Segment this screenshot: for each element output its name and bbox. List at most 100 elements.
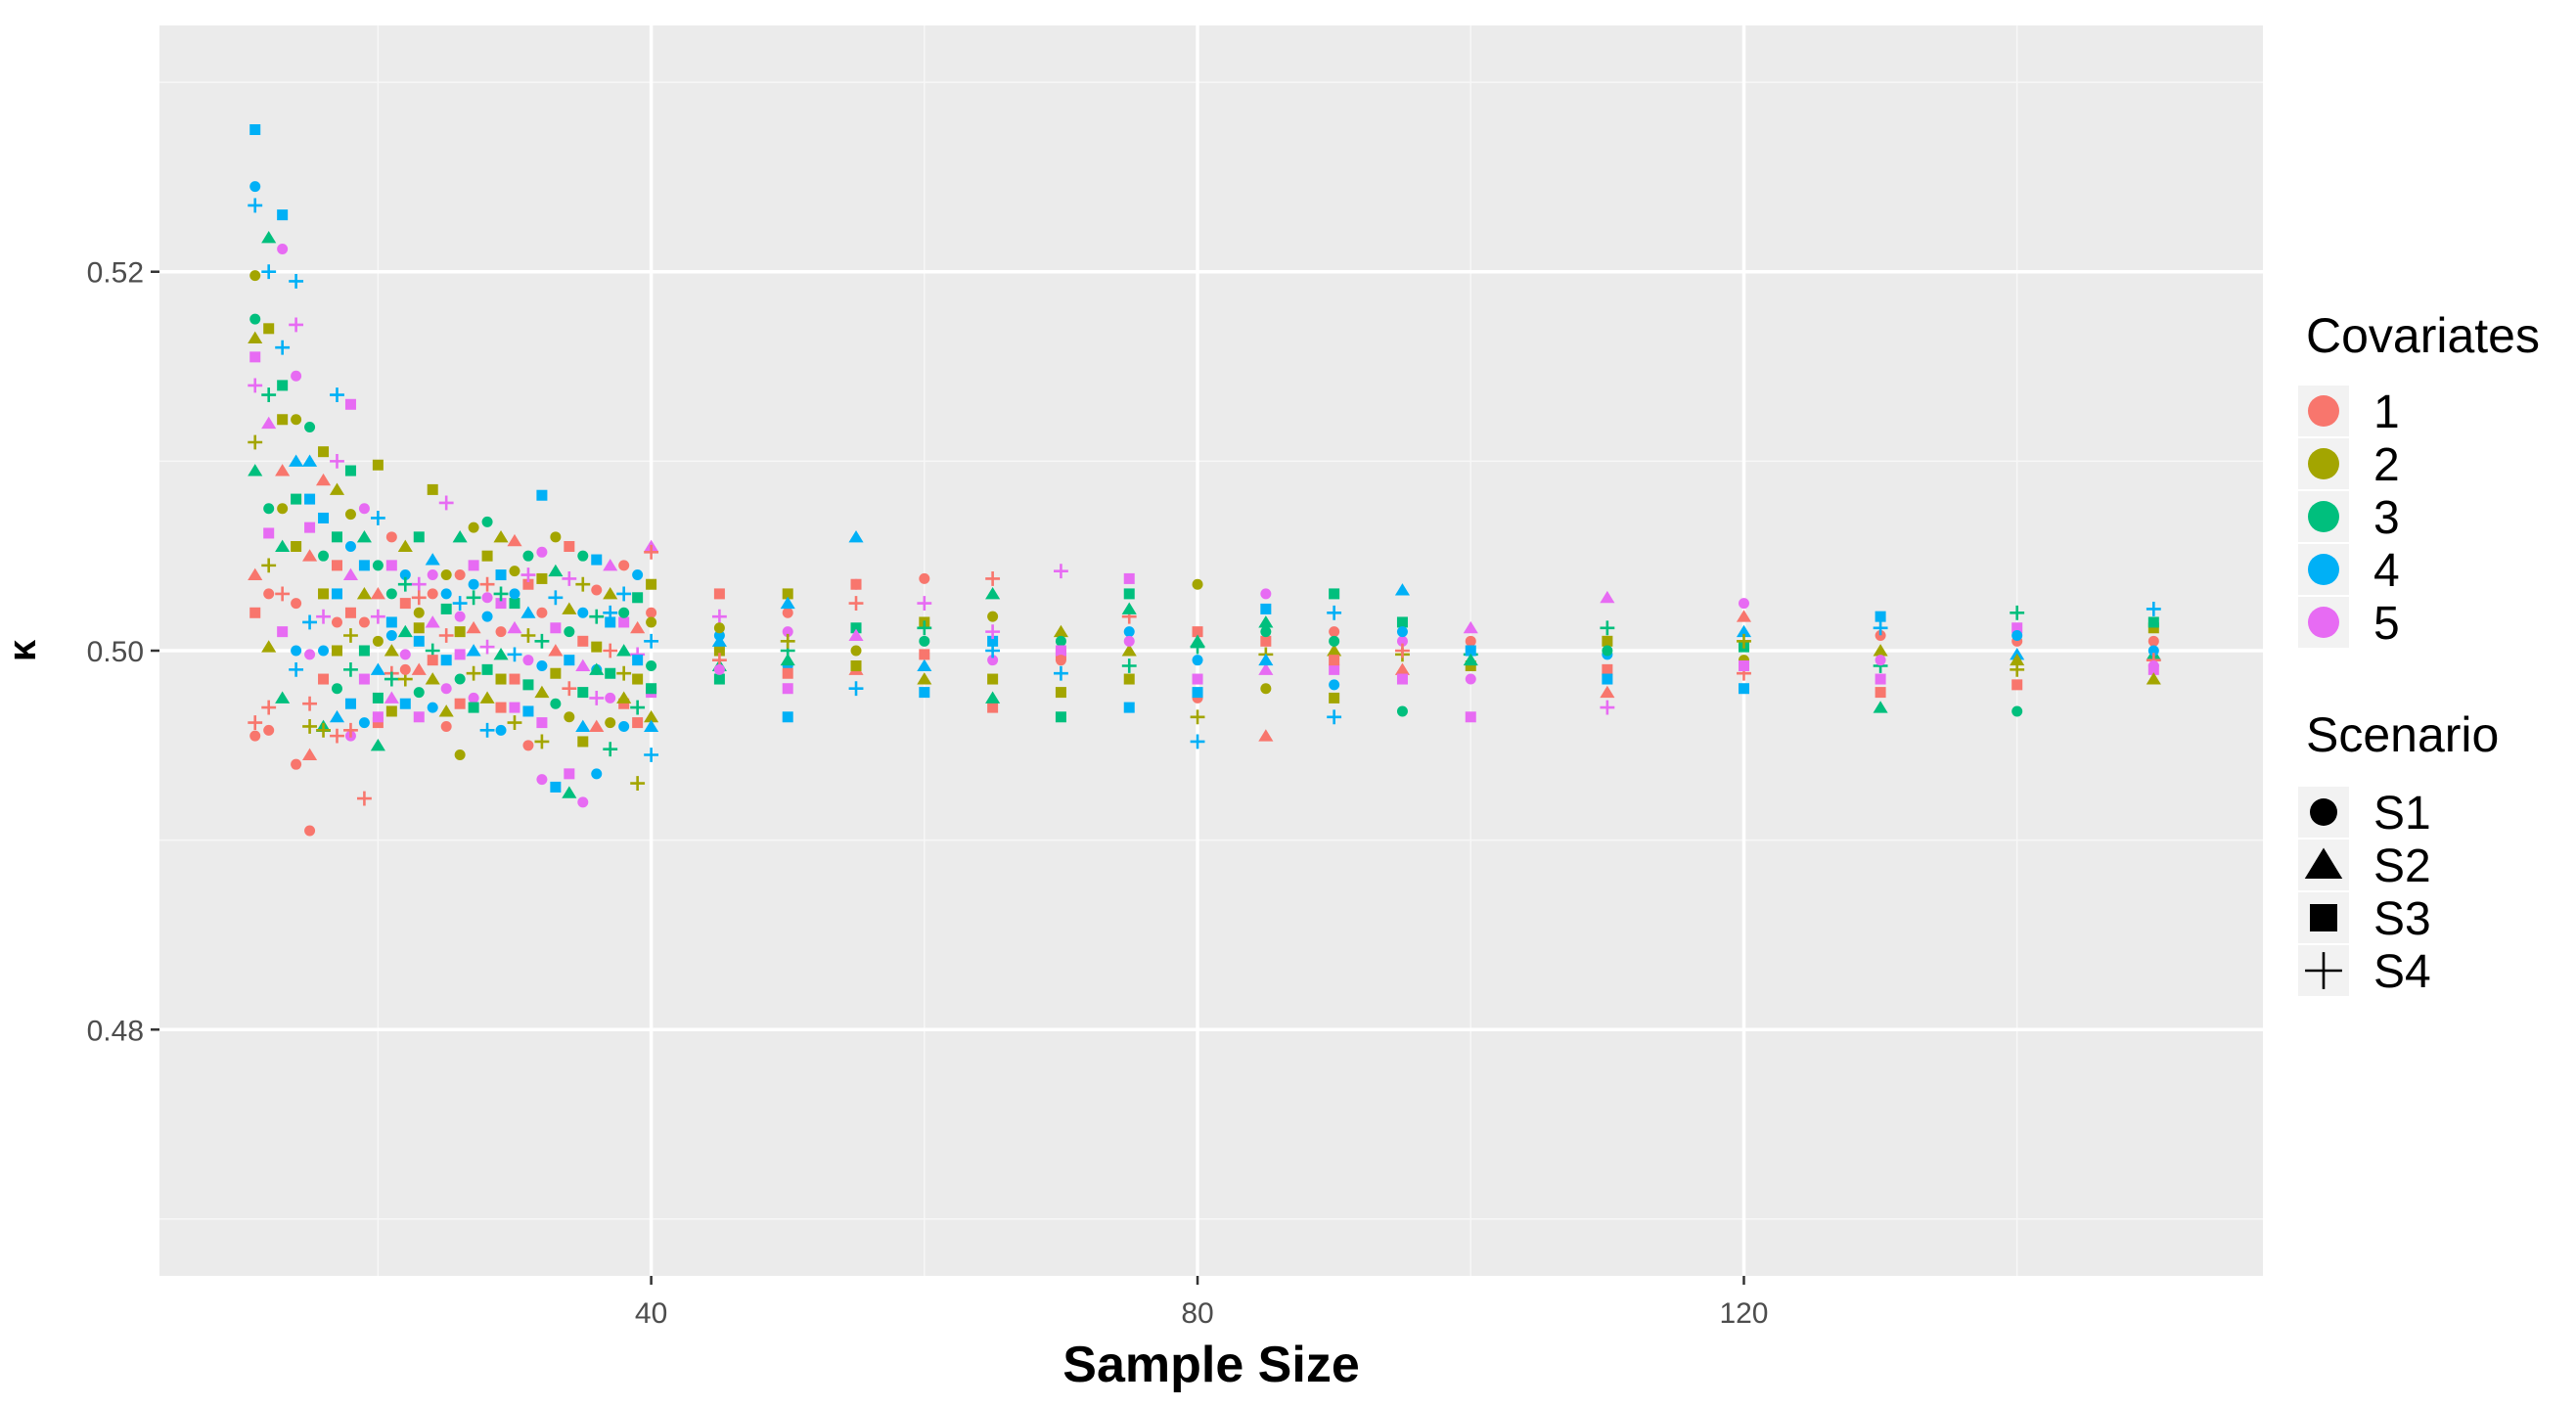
data-point [397, 539, 413, 552]
data-point [509, 566, 520, 577]
data-point [495, 626, 507, 638]
data-point [291, 370, 302, 382]
data-point [372, 692, 384, 704]
data-point [1394, 662, 1411, 675]
data-point [413, 622, 425, 634]
data-point [261, 264, 277, 280]
data-point [630, 776, 646, 791]
data-point [1329, 655, 1340, 666]
data-point [1395, 643, 1410, 658]
data-point [425, 672, 440, 685]
data-point [385, 588, 397, 600]
data-point [564, 626, 575, 638]
data-point [249, 124, 261, 135]
data-point [917, 620, 932, 636]
data-point [1736, 624, 1752, 638]
data-point [399, 598, 411, 610]
data-point [248, 378, 263, 393]
data-point [1873, 644, 1888, 657]
data-point [2147, 659, 2159, 671]
data-point [1329, 635, 1340, 647]
data-point [1055, 687, 1066, 699]
data-points [248, 124, 2161, 837]
data-point [356, 791, 372, 806]
data-point [589, 662, 605, 675]
data-point [1875, 611, 1886, 622]
data-point [277, 626, 289, 638]
data-point [370, 587, 385, 600]
data-point [577, 550, 589, 562]
data-point [249, 730, 261, 742]
data-point [550, 531, 562, 543]
data-point [1121, 644, 1137, 657]
data-point [493, 529, 509, 543]
data-point [1123, 626, 1135, 638]
data-point [304, 649, 316, 660]
legend-shape-swatch [2310, 798, 2337, 826]
data-point [425, 553, 440, 566]
data-point [438, 628, 454, 643]
data-point [850, 645, 862, 657]
data-point [1192, 687, 1203, 699]
data-point [1123, 702, 1135, 713]
data-point [440, 588, 452, 600]
data-point [413, 635, 425, 647]
data-point [399, 663, 411, 675]
data-point [1192, 626, 1203, 638]
data-point [291, 414, 302, 426]
data-point [331, 683, 342, 695]
legend-shape-label: S1 [2373, 788, 2431, 840]
data-point [275, 586, 291, 602]
data-point [2146, 672, 2161, 685]
data-point [985, 624, 1001, 640]
data-point [261, 558, 277, 573]
data-point [452, 529, 468, 543]
legend-color-label: 2 [2373, 439, 2400, 491]
data-point [427, 702, 438, 713]
data-point [261, 640, 277, 653]
data-point [1327, 605, 1342, 620]
data-point [1329, 692, 1340, 704]
data-point [603, 587, 618, 600]
data-point [277, 414, 289, 426]
data-point [520, 628, 536, 643]
data-point [1192, 673, 1203, 685]
legend-color-swatch [2308, 554, 2339, 585]
data-point [1327, 644, 1342, 657]
data-point [358, 560, 370, 571]
data-point [632, 717, 644, 729]
data-point [644, 544, 659, 560]
data-point [275, 340, 291, 355]
data-point [646, 578, 657, 590]
data-point [985, 587, 1001, 600]
data-point [370, 511, 385, 525]
data-point [2147, 616, 2159, 628]
data-point [356, 587, 372, 600]
data-point [481, 611, 493, 622]
data-point [356, 529, 372, 543]
data-point [468, 522, 479, 533]
data-point [1329, 626, 1340, 638]
legend-shape-label: S3 [2373, 893, 2431, 945]
data-point [2011, 622, 2023, 634]
data-point [330, 728, 344, 744]
data-point [302, 454, 318, 467]
data-point [372, 459, 384, 471]
data-point [479, 639, 495, 655]
data-point [1875, 630, 1886, 642]
data-point [646, 683, 657, 695]
data-point [275, 691, 291, 704]
data-point [1602, 645, 1613, 657]
legend-shape-label: S4 [2373, 946, 2431, 998]
data-point [1123, 673, 1135, 685]
data-point [277, 243, 289, 254]
data-point [1738, 598, 1749, 610]
data-point [1258, 653, 1274, 666]
data-point [468, 702, 479, 713]
data-point [466, 644, 481, 657]
data-point [562, 602, 577, 614]
data-point [468, 578, 479, 590]
data-point [399, 569, 411, 581]
data-point [1396, 705, 1408, 717]
